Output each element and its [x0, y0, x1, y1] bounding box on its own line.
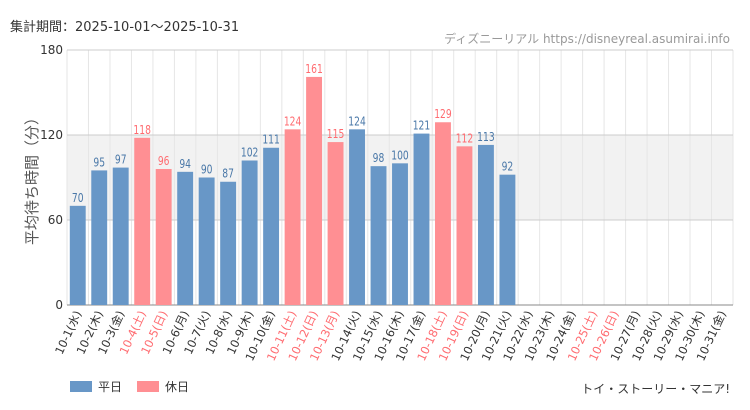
bar: [263, 147, 280, 305]
bar: [370, 166, 387, 305]
y-tick-label: 60: [48, 213, 63, 227]
bar-value-label: 102: [241, 146, 259, 160]
bar-value-label: 115: [327, 127, 345, 141]
bar: [499, 174, 516, 305]
bar-value-label: 95: [93, 156, 105, 170]
legend-holiday: 休日: [137, 378, 189, 395]
bar: [327, 142, 344, 305]
bar-value-label: 124: [284, 115, 302, 129]
bar-value-label: 129: [434, 107, 452, 121]
attraction-name: トイ・ストーリー・マニア!: [581, 382, 730, 396]
bar-value-label: 90: [201, 163, 213, 177]
bar-value-label: 97: [115, 153, 127, 167]
bar-value-label: 100: [391, 149, 409, 163]
legend-weekday: 平日: [70, 378, 122, 395]
y-tick-label: 120: [40, 128, 63, 142]
bar-value-label: 121: [413, 119, 431, 133]
bar: [284, 129, 301, 305]
bar-value-label: 94: [179, 157, 191, 171]
bar: [220, 181, 237, 305]
bar-value-label: 161: [305, 62, 323, 76]
legend-weekday-label: 平日: [98, 380, 123, 394]
legend-holiday-label: 休日: [165, 380, 190, 394]
bar-value-label: 124: [348, 115, 366, 129]
bar-value-label: 96: [158, 154, 170, 168]
bar: [306, 76, 323, 306]
legend-holiday-swatch: [137, 381, 159, 392]
y-tick-label: 180: [40, 43, 63, 57]
bar-value-label: 98: [373, 151, 385, 165]
bar-value-label: 87: [222, 167, 234, 181]
y-axis-title: 平均待ち時間（分）: [23, 110, 41, 245]
bar-value-label: 70: [72, 191, 84, 205]
legend-weekday-swatch: [70, 381, 92, 392]
bar: [456, 146, 473, 305]
bar: [112, 167, 129, 305]
bar-value-label: 112: [456, 132, 474, 146]
bar: [435, 122, 451, 305]
bar-value-label: 111: [262, 133, 280, 147]
bar: [177, 171, 194, 305]
bar: [91, 170, 108, 305]
bar-value-label: 118: [133, 123, 151, 137]
bar: [349, 129, 365, 305]
bar: [413, 133, 430, 305]
bar: [392, 163, 408, 305]
bar: [155, 169, 172, 305]
bar: [69, 205, 86, 305]
bar-value-label: 113: [477, 130, 495, 144]
bar: [477, 144, 494, 305]
bar: [134, 137, 151, 305]
bar: [241, 160, 258, 305]
bar-value-label: 92: [502, 160, 514, 174]
y-tick-label: 0: [55, 298, 63, 312]
site-credit: ディズニーリアル https://disneyreal.asumirai.inf…: [444, 32, 730, 46]
collection-period: 集計期間：2025-10-01〜2025-10-31: [10, 20, 240, 35]
bar: [198, 177, 215, 305]
